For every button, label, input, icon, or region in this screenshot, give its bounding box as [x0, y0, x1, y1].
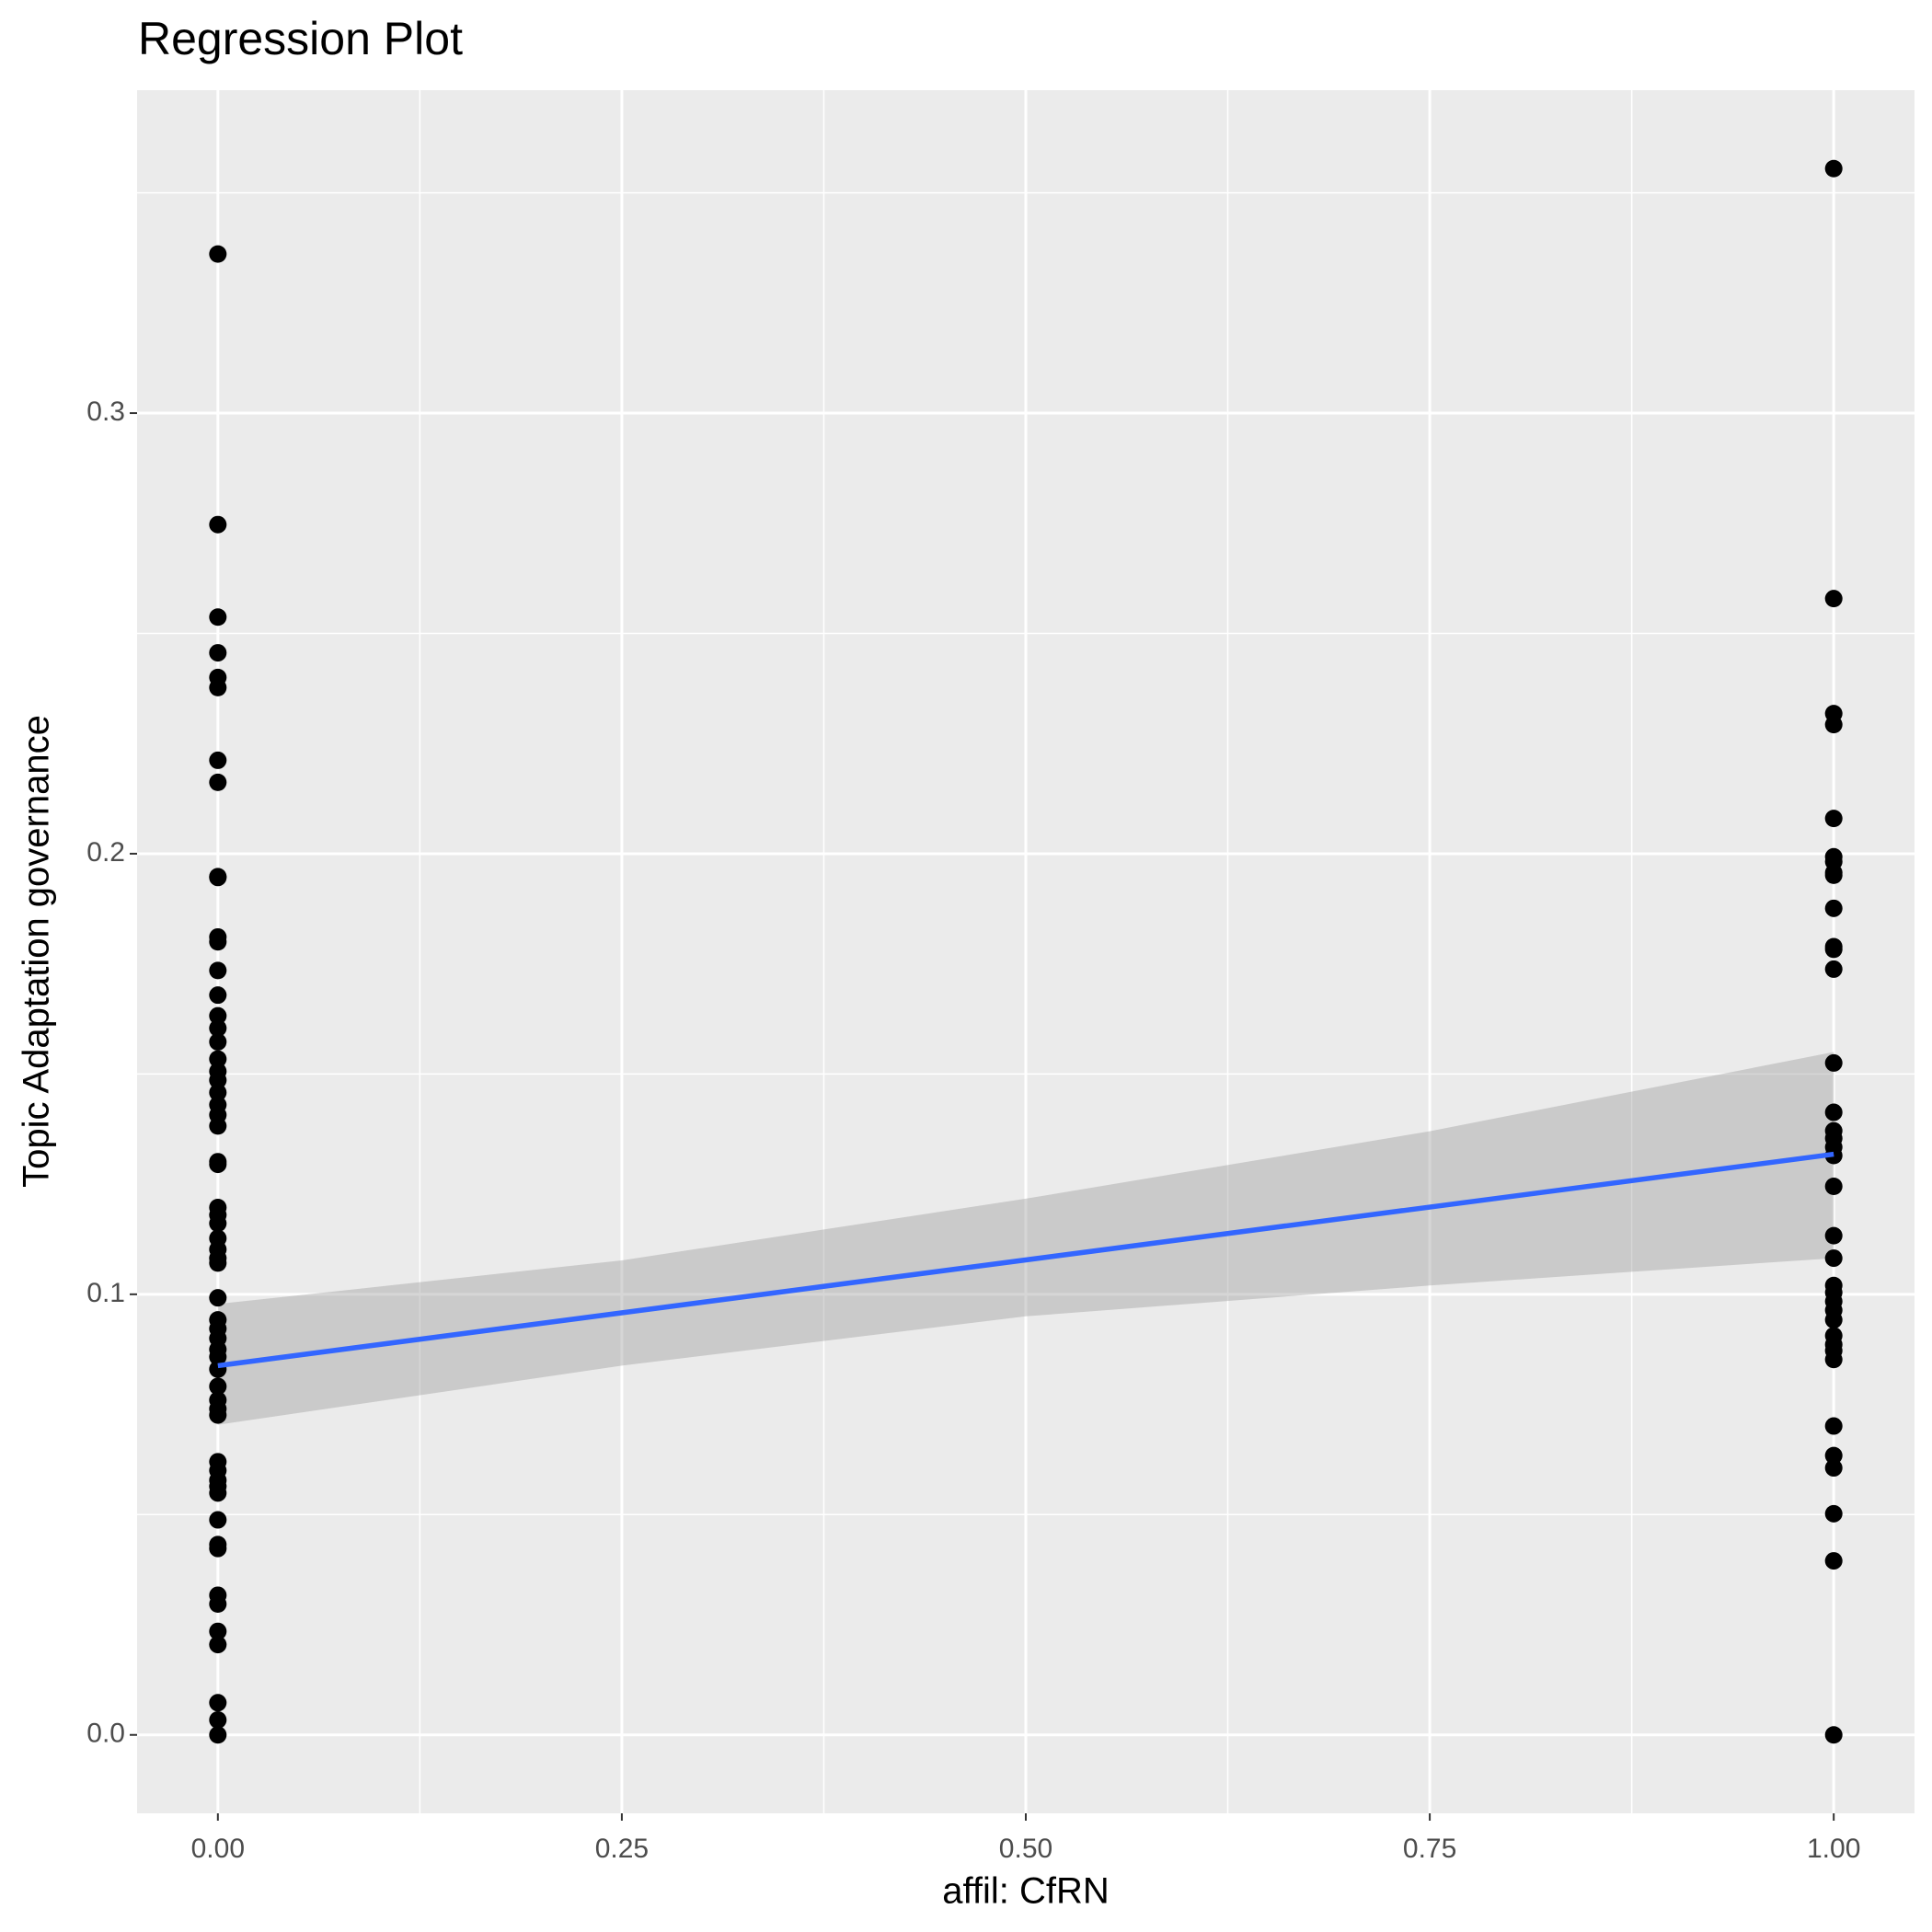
x-tick-label: 1.00 [1807, 1834, 1860, 1864]
point [209, 961, 227, 980]
y-axis-label: Topic Adaptation governance [17, 715, 57, 1188]
point [209, 1484, 227, 1502]
point [1824, 1446, 1843, 1465]
point [209, 751, 227, 769]
point [209, 773, 227, 791]
point [209, 245, 227, 263]
point [1824, 810, 1843, 828]
point [1824, 1504, 1843, 1523]
point [1824, 590, 1843, 608]
point [209, 608, 227, 627]
point [1824, 159, 1843, 178]
point [209, 1539, 227, 1558]
regression-line [217, 1151, 1834, 1369]
point [209, 1694, 227, 1712]
point [1824, 1417, 1843, 1435]
point [209, 1019, 227, 1038]
point [209, 1348, 227, 1366]
point [1824, 866, 1843, 884]
point [209, 1377, 227, 1396]
point [1824, 1226, 1843, 1245]
point [209, 1726, 227, 1744]
point [1824, 1311, 1843, 1329]
x-axis-label: affil: CfRN [942, 1871, 1110, 1912]
x-tick-label: 0.50 [999, 1834, 1052, 1864]
point [209, 1595, 227, 1614]
point [1824, 1103, 1843, 1121]
point [1824, 960, 1843, 978]
point [1824, 899, 1843, 917]
point [209, 1006, 227, 1025]
point [209, 933, 227, 951]
point [209, 1032, 227, 1051]
point [209, 1117, 227, 1135]
point [209, 1156, 227, 1174]
x-tick-label: 0.75 [1403, 1834, 1456, 1864]
point [1824, 940, 1843, 959]
point [209, 1622, 227, 1640]
point [1824, 1351, 1843, 1369]
y-tick-label: 0.1 [86, 1278, 125, 1308]
point [209, 1636, 227, 1654]
point [209, 515, 227, 534]
point [209, 678, 227, 696]
x-tick-label: 0.00 [191, 1834, 245, 1864]
point [209, 1710, 227, 1729]
x-tick-label: 0.25 [595, 1834, 649, 1864]
y-tick-label: 0.3 [86, 397, 125, 427]
point [209, 1214, 227, 1233]
point [1824, 1178, 1843, 1196]
point [209, 1254, 227, 1272]
point [209, 986, 227, 1005]
point [209, 868, 227, 887]
point [209, 1511, 227, 1529]
point [1824, 1552, 1843, 1570]
point [209, 1071, 227, 1089]
point [1824, 1053, 1843, 1072]
point [209, 1406, 227, 1424]
point [1824, 716, 1843, 734]
point [1824, 1459, 1843, 1478]
point [209, 1084, 227, 1102]
point [209, 1289, 227, 1307]
chart-title: Regression Plot [138, 13, 463, 64]
point [209, 644, 227, 662]
confidence-band [217, 1052, 1834, 1425]
point [1824, 1726, 1843, 1744]
y-tick-label: 0.0 [86, 1719, 125, 1749]
point [209, 1050, 227, 1068]
point [1824, 1249, 1843, 1268]
y-tick-label: 0.2 [86, 837, 125, 868]
